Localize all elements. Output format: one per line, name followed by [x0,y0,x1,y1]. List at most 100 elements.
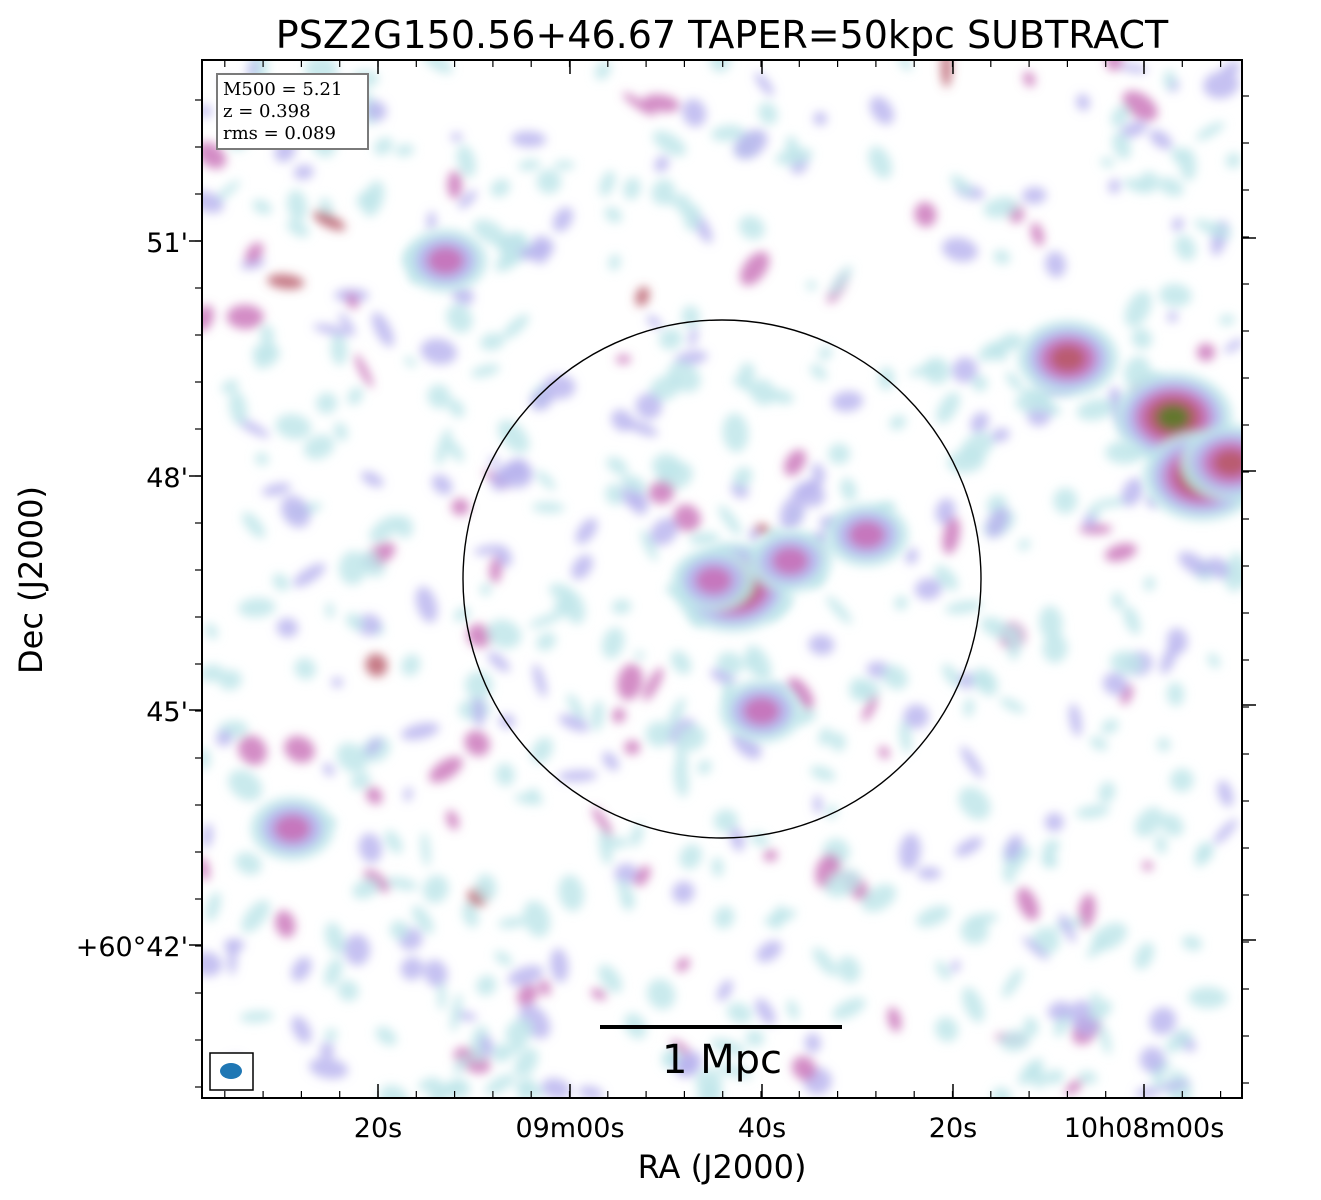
noise-blob [575,518,598,545]
noise-blob [963,697,975,718]
y-tick-label: 51' [146,228,188,259]
noise-blob [1075,805,1110,819]
noise-blob [1207,653,1221,669]
noise-blob [275,413,312,440]
noise-blob [611,599,632,615]
noise-blob [1016,887,1039,921]
noise-blob [646,315,662,329]
noise-blob [654,155,669,173]
noise-blob [514,1080,543,1098]
noise-blob [878,746,890,759]
noise-blob [1104,543,1137,562]
noise-blob [274,910,296,938]
noise-blob [1155,834,1168,854]
noise-blob [970,412,989,433]
noise-blob [532,501,565,514]
noise-blob [437,1079,464,1097]
noise-blob [1105,60,1123,71]
noise-blob [666,697,686,732]
noise-blob [829,265,852,296]
noise-blob [688,532,720,545]
noise-blob [1224,338,1242,353]
noise-blob [480,333,505,351]
noise-blob [401,654,421,676]
noise-blob [252,199,272,215]
noise-blob [645,721,673,748]
noise-blob [991,1087,1012,1098]
noise-blob [427,384,451,409]
noise-blob [1170,768,1194,792]
noise-blob [541,1078,571,1098]
noise-blob [675,957,690,972]
noise-blob [472,695,486,727]
noise-blob [373,137,393,156]
noise-blob [431,474,453,495]
noise-blob [260,324,275,345]
noise-blob [787,677,814,711]
noise-blob [1039,605,1063,641]
noise-blob [286,219,310,238]
noise-blob [1064,1079,1083,1096]
emission-blob [771,547,809,575]
info-box-frame [216,73,369,150]
noise-blob [246,60,259,78]
noise-blob [1089,992,1101,1005]
noise-blob [599,170,616,197]
noise-blob [228,769,263,801]
noise-blob [229,390,248,425]
noise-blob [1110,651,1143,675]
noise-blob [1219,314,1235,326]
noise-blob [284,735,315,763]
noise-blob [422,875,449,904]
noise-blob [697,759,712,775]
noise-blob [291,956,312,982]
noise-blob [487,619,522,649]
x-axis-label: RA (J2000) [638,1148,807,1186]
noise-blob [287,189,308,221]
noise-blob [1111,105,1130,128]
noise-blob [755,998,776,1026]
noise-blob [611,707,626,723]
noise-blob [750,379,776,406]
noise-blob [450,132,463,142]
noise-blob [395,144,415,157]
noise-blob [235,852,262,875]
r500-circle [462,319,982,839]
noise-blob [514,1048,539,1078]
emission-blob [848,520,886,549]
noise-blob [202,823,213,849]
noise-blob [1178,551,1210,576]
noise-blob [716,1063,753,1079]
noise-blob [945,600,983,614]
noise-blob [914,202,937,227]
noise-blob [202,747,211,770]
noise-blob [214,180,241,203]
noise-blob [1022,936,1049,961]
noise-blob [1102,672,1128,696]
y-axis-label: Dec (J2000) [12,486,50,674]
noise-blob [828,443,851,465]
emission-blob [427,246,464,275]
noise-blob [709,60,731,72]
noise-blob [1089,736,1108,751]
noise-blob [642,94,680,113]
noise-blob [738,215,765,240]
noise-blob [598,964,623,993]
noise-blob [1159,283,1192,307]
axis-ticks [189,60,1256,1098]
noise-blob [983,196,1019,219]
noise-blob [941,60,952,88]
noise-blob [319,1041,335,1060]
noise-blob [740,251,770,286]
noise-blob [999,697,1025,713]
noise-blob [991,428,1010,443]
noise-blob [330,333,348,366]
noise-blob [1053,487,1078,514]
noise-blob [386,877,418,891]
noise-blob [813,111,828,126]
noise-blob [1163,69,1176,89]
noise-blob [634,650,645,660]
noise-blob [1120,120,1148,138]
noise-blob [1160,643,1178,675]
